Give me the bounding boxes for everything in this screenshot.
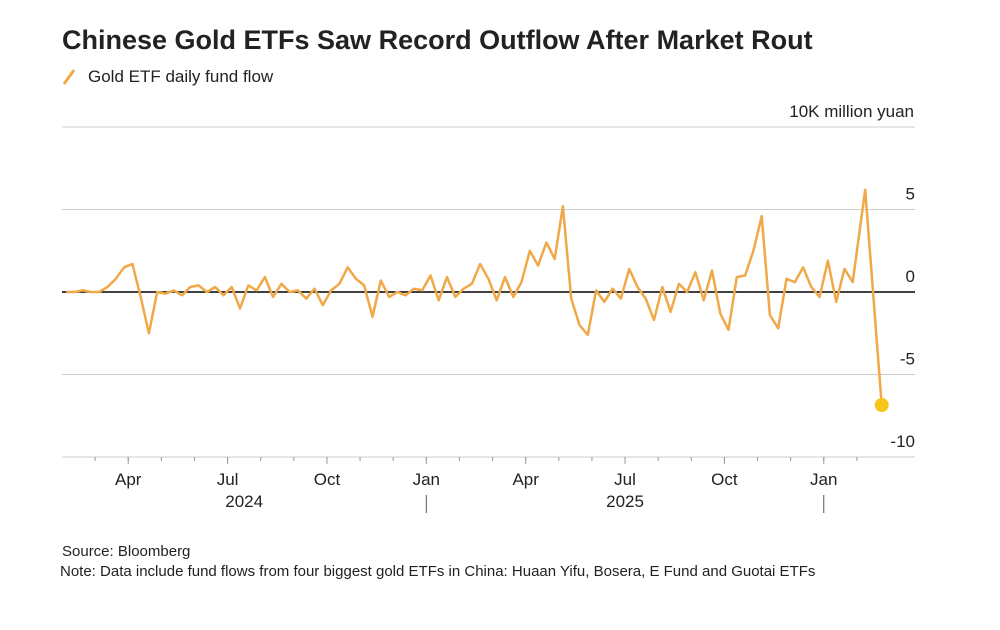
y-tick-label: 0: [906, 267, 915, 286]
year-label: 2025: [606, 492, 644, 511]
x-tick-label: Apr: [512, 470, 539, 489]
x-tick-label: Jul: [217, 470, 239, 489]
year-label: 2024: [225, 492, 263, 511]
x-tick-label: Jan: [810, 470, 837, 489]
x-tick-label: Jan: [413, 470, 440, 489]
y-tick-label: -10: [890, 432, 915, 451]
last-point: [874, 398, 889, 413]
note-box: Note: Data include fund flows from four …: [60, 563, 816, 580]
source: Source: Bloomberg: [62, 543, 190, 560]
chart-title: Chinese Gold ETFs Saw Record Outflow Aft…: [62, 25, 813, 55]
y-tick-label: -5: [900, 350, 915, 369]
x-tick-label: Oct: [711, 470, 738, 489]
series-line: [66, 188, 883, 406]
x-tick-label: Apr: [115, 470, 142, 489]
y-axis-label: 10K million yuan: [789, 102, 914, 121]
x-tick-label: Oct: [314, 470, 341, 489]
legend-label: Gold ETF daily fund flow: [88, 67, 274, 86]
note: Note: Data include fund flows from four …: [60, 563, 816, 580]
legend-icon: [62, 69, 76, 85]
x-tick-label: Jul: [614, 470, 636, 489]
y-tick-label: 5: [906, 185, 915, 204]
